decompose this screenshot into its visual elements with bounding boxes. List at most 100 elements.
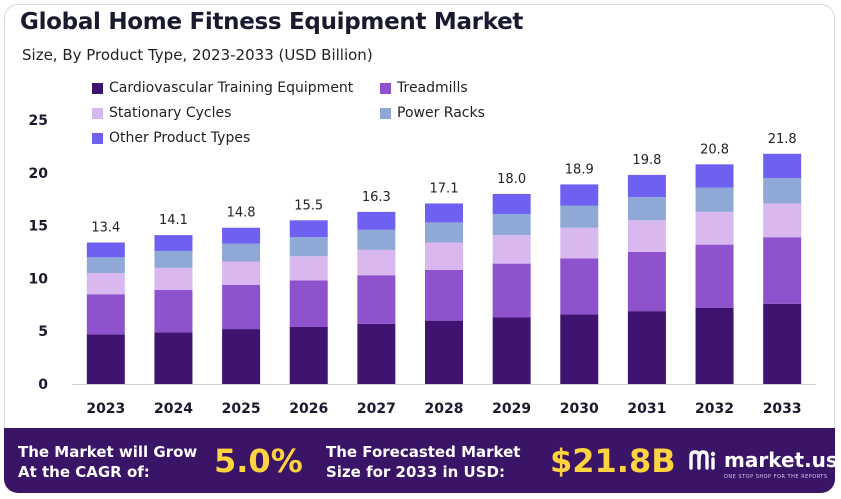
bar-segment (560, 227, 599, 259)
bar-segment (695, 307, 734, 384)
legend-item-other: Other Product Types (92, 130, 250, 146)
bar-total-label: 21.8 (768, 132, 797, 147)
x-tick-label: 2028 (425, 401, 464, 417)
y-tick-label: 10 (29, 271, 49, 287)
bar-total-label: 14.8 (227, 206, 256, 221)
x-tick-label: 2031 (627, 401, 666, 417)
bar-segment (154, 267, 193, 291)
bar-segment (425, 320, 463, 384)
bar-segment (357, 229, 396, 250)
bar-segment (763, 237, 802, 304)
bar-segment (222, 243, 261, 262)
bar-segment (560, 314, 599, 384)
bar-segment (86, 242, 125, 258)
bar-segment (86, 334, 125, 384)
y-tick-label: 20 (29, 166, 49, 182)
brand-logo: market.us (688, 448, 838, 472)
bar-segment (492, 213, 531, 236)
bar-segment (289, 280, 328, 327)
bar-segment (763, 153, 802, 179)
bar-total-label: 16.3 (362, 190, 391, 205)
legend-label-cardiovascular: Cardiovascular Training Equipment (109, 80, 354, 96)
bar-segment (627, 220, 666, 252)
x-tick-label: 2025 (222, 401, 261, 417)
legend-swatch-cardiovascular (92, 82, 103, 94)
bar-segment (289, 326, 328, 384)
bar-segment (425, 269, 463, 321)
y-tick-label: 5 (38, 324, 48, 340)
forecast-caption: The Forecasted Market Size for 2033 in U… (326, 442, 520, 482)
bar-total-label: 17.1 (430, 181, 459, 196)
legend-swatch-treadmills (380, 82, 391, 94)
bar-total-label: 20.8 (700, 142, 729, 157)
bar-total-label: 14.1 (159, 213, 188, 228)
legend-swatch-stationary-cycles (92, 107, 103, 119)
legend-item-power-racks: Power Racks (380, 105, 485, 121)
bar-segment (222, 227, 261, 244)
bar-total-label: 15.5 (294, 198, 323, 213)
bar-segment (86, 294, 125, 335)
y-tick-label: 25 (29, 113, 48, 129)
bar-total-label: 18.9 (565, 162, 594, 177)
bar-segment (560, 184, 599, 206)
bar-segment (425, 242, 463, 270)
bar-segment (627, 252, 666, 312)
legend-swatch-other (92, 132, 103, 144)
bar-total-label: 19.8 (632, 153, 661, 168)
bar-segment (222, 261, 261, 285)
cagr-value: 5.0% (214, 442, 303, 480)
legend-label-treadmills: Treadmills (397, 80, 468, 96)
legend-item-stationary-cycles: Stationary Cycles (92, 105, 231, 121)
cagr-caption: The Market will Grow At the CAGR of: (18, 442, 197, 482)
bar-segment (560, 258, 599, 315)
brand-name: market.us (724, 448, 838, 472)
bar-segment (560, 205, 599, 228)
bar-segment (492, 235, 531, 264)
legend-swatch-power-racks (380, 107, 391, 119)
bar-segment (492, 193, 531, 214)
legend-label-other: Other Product Types (109, 130, 251, 146)
bar-segment (763, 303, 802, 384)
bar-segment (357, 275, 396, 324)
chart-legend: Cardiovascular Training Equipment Treadm… (92, 80, 532, 152)
brand-tagline: ONE STOP SHOP FOR THE REPORTS (724, 474, 828, 480)
bar-segment (492, 263, 531, 318)
summary-banner: The Market will Grow At the CAGR of: 5.0… (4, 428, 838, 493)
bar-segment (627, 311, 666, 384)
bar-segment (695, 164, 734, 188)
bar-segment (289, 220, 328, 238)
market-us-logo-icon (689, 450, 716, 470)
bar-segment (695, 187, 734, 212)
forecast-caption-line1: The Forecasted Market (326, 443, 521, 461)
bar-segment (154, 290, 193, 333)
bar-segment (695, 244, 734, 308)
x-tick-label: 2023 (86, 401, 125, 417)
x-tick-label: 2027 (357, 401, 396, 417)
bar-segment (695, 211, 734, 245)
bar-segment (627, 174, 666, 198)
bar-segment (357, 249, 396, 276)
bar-segment (289, 237, 328, 257)
bar-segment (425, 203, 463, 223)
legend-label-power-racks: Power Racks (397, 105, 485, 121)
bar-segment (222, 284, 261, 330)
x-tick-label: 2033 (763, 401, 802, 417)
bar-segment (763, 178, 802, 204)
bar-segment (763, 203, 802, 238)
bar-segment (425, 222, 463, 243)
chart-subtitle: Size, By Product Type, 2023-2033 (USD Bi… (22, 46, 373, 64)
bar-segment (357, 323, 396, 384)
bar-segment (492, 317, 531, 384)
bar-segment (357, 211, 396, 230)
x-tick-label: 2024 (154, 401, 193, 417)
bar-segment (154, 250, 193, 268)
bar-segment (289, 256, 328, 281)
forecast-value: $21.8B (550, 442, 676, 480)
cagr-caption-line2: At the CAGR of: (18, 463, 150, 481)
forecast-caption-line2: Size for 2033 in USD: (326, 463, 505, 481)
bar-total-label: 18.0 (497, 172, 526, 187)
y-tick-label: 15 (29, 219, 48, 235)
legend-item-cardiovascular: Cardiovascular Training Equipment (92, 80, 353, 96)
legend-label-stationary-cycles: Stationary Cycles (109, 105, 232, 121)
bar-segment (222, 329, 261, 384)
